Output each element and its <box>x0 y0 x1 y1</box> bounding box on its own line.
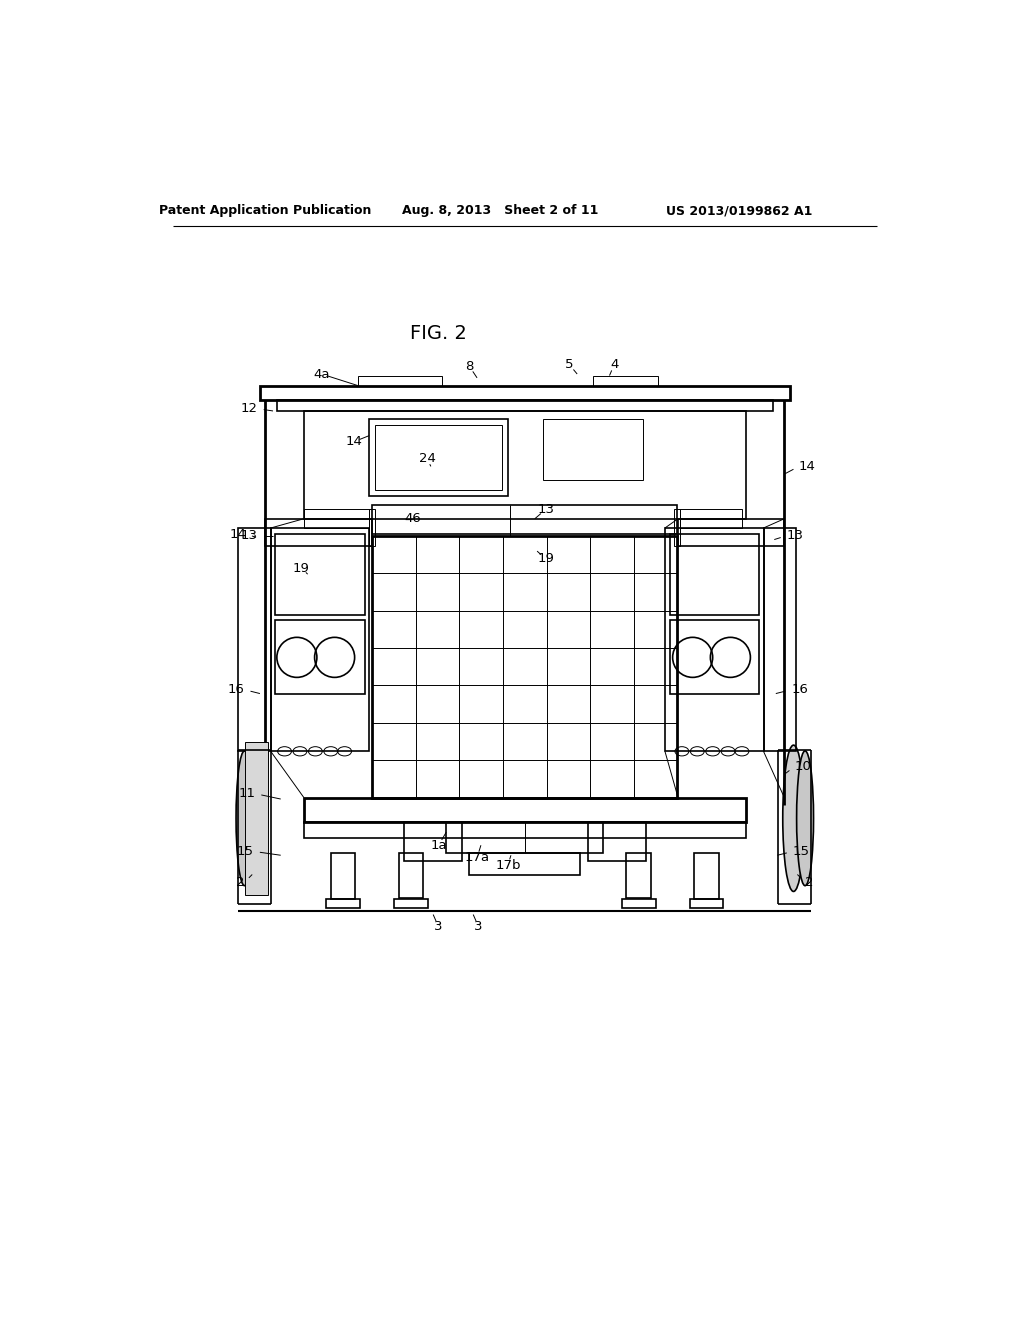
Text: 10: 10 <box>795 760 811 774</box>
Bar <box>304 822 745 837</box>
Text: 17a: 17a <box>465 851 489 865</box>
Text: 4a: 4a <box>313 367 330 380</box>
Bar <box>622 899 655 908</box>
Bar <box>670 620 759 693</box>
Bar <box>627 853 651 898</box>
Text: 24: 24 <box>419 453 435 465</box>
Bar <box>260 387 790 400</box>
Text: 46: 46 <box>404 512 421 525</box>
Text: 14: 14 <box>345 436 362 449</box>
Text: FIG. 2: FIG. 2 <box>411 325 467 343</box>
Bar <box>370 418 508 496</box>
Text: 13: 13 <box>241 529 258 543</box>
Bar <box>680 508 742 528</box>
Text: 19: 19 <box>538 552 554 565</box>
Bar <box>593 376 658 387</box>
Text: 3: 3 <box>434 920 442 933</box>
Bar <box>764 528 796 751</box>
Text: 3: 3 <box>474 920 483 933</box>
Text: 2: 2 <box>805 875 814 888</box>
Text: 4: 4 <box>610 358 618 371</box>
Bar <box>275 620 365 693</box>
Text: 15: 15 <box>237 845 254 858</box>
Ellipse shape <box>246 744 267 891</box>
Bar <box>326 899 360 908</box>
Text: 2: 2 <box>236 875 245 888</box>
Text: 14: 14 <box>229 528 246 541</box>
Bar <box>543 418 643 480</box>
Text: Aug. 8, 2013   Sheet 2 of 11: Aug. 8, 2013 Sheet 2 of 11 <box>402 205 598 218</box>
Text: Patent Application Publication: Patent Application Publication <box>159 205 372 218</box>
Bar <box>665 528 764 751</box>
Bar <box>239 528 270 751</box>
Text: 19: 19 <box>293 561 310 574</box>
Text: 14: 14 <box>799 459 816 473</box>
Bar <box>373 506 677 535</box>
Bar <box>469 853 581 875</box>
Bar <box>275 535 365 615</box>
Bar <box>674 508 680 545</box>
Bar <box>376 425 502 490</box>
Text: 17b: 17b <box>496 859 520 871</box>
Bar <box>446 822 603 853</box>
Bar <box>689 899 724 908</box>
Ellipse shape <box>797 751 813 886</box>
Text: 11: 11 <box>239 787 255 800</box>
Bar <box>678 519 784 545</box>
Text: 12: 12 <box>241 403 258 416</box>
Bar <box>331 853 355 899</box>
Text: 16: 16 <box>227 684 245 696</box>
Bar <box>304 411 745 519</box>
Bar <box>370 508 376 545</box>
Text: 5: 5 <box>565 358 573 371</box>
Bar <box>304 508 370 528</box>
Bar <box>403 822 462 861</box>
Text: 15: 15 <box>793 845 810 858</box>
Bar <box>588 822 646 861</box>
Bar <box>245 742 267 895</box>
Bar <box>265 519 372 545</box>
Text: US 2013/0199862 A1: US 2013/0199862 A1 <box>666 205 812 218</box>
Bar <box>270 528 370 751</box>
Bar <box>670 535 759 615</box>
Text: 8: 8 <box>465 360 473 372</box>
Bar <box>394 899 428 908</box>
Ellipse shape <box>237 751 253 886</box>
Text: 1a: 1a <box>430 838 446 851</box>
Bar <box>398 853 423 898</box>
Text: 13: 13 <box>538 503 554 516</box>
Bar <box>373 536 677 797</box>
Text: 13: 13 <box>786 529 804 543</box>
Bar <box>357 376 442 387</box>
Bar <box>694 853 719 899</box>
Bar <box>276 400 773 411</box>
Ellipse shape <box>782 744 804 891</box>
Bar <box>304 797 745 822</box>
Text: 16: 16 <box>792 684 808 696</box>
